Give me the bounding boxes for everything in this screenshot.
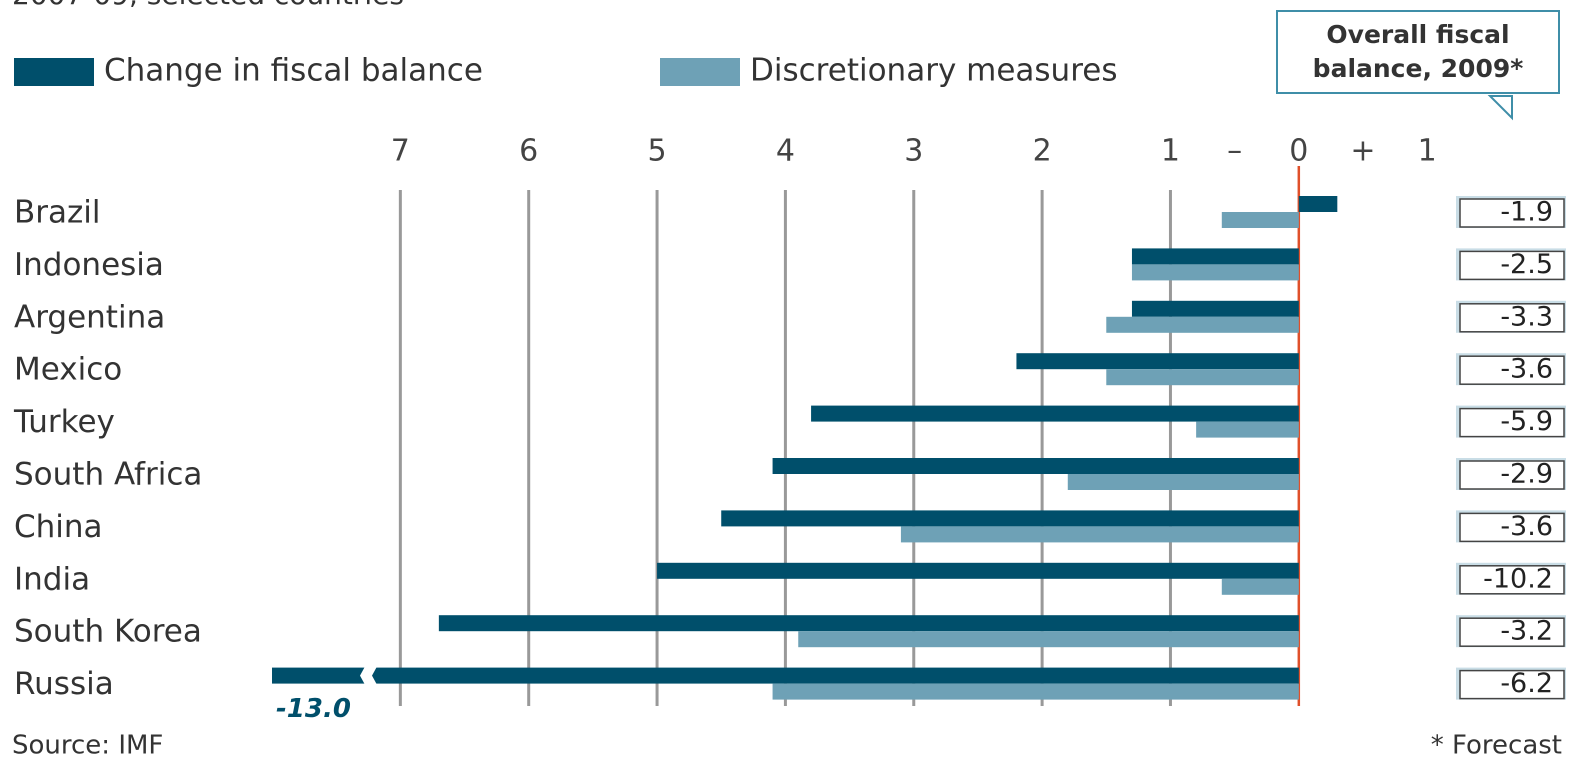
category-label: Turkey bbox=[13, 404, 115, 440]
balance-box bbox=[1459, 198, 1565, 228]
balance-box bbox=[1459, 250, 1565, 281]
balance-value: -3.3 bbox=[1500, 301, 1553, 332]
bar bbox=[1196, 421, 1299, 438]
subtitle: 2007-09, selected countries bbox=[12, 0, 404, 11]
category-label: Brazil bbox=[14, 195, 101, 231]
balance-value: -2.5 bbox=[1500, 249, 1553, 280]
bar bbox=[1106, 316, 1299, 333]
x-tick-label: 4 bbox=[776, 134, 795, 169]
category-label: China bbox=[14, 509, 103, 545]
bar bbox=[438, 615, 1299, 632]
sign-label: – bbox=[1227, 134, 1242, 169]
balance-value: -2.9 bbox=[1500, 459, 1553, 490]
bar bbox=[772, 683, 1299, 700]
sign-label: + bbox=[1350, 134, 1375, 169]
balance-box bbox=[1459, 407, 1565, 438]
bar bbox=[272, 667, 1299, 684]
legend-label: Discretionary measures bbox=[750, 53, 1118, 89]
footnote: * Forecast bbox=[1431, 731, 1562, 761]
callout: Overall fiscal balance, 2009* bbox=[1276, 10, 1560, 94]
balance-box bbox=[1459, 460, 1565, 490]
balance-value: -3.6 bbox=[1500, 511, 1553, 542]
bar bbox=[721, 510, 1299, 527]
bar bbox=[1131, 300, 1299, 317]
category-label: Argentina bbox=[14, 299, 165, 335]
bar bbox=[798, 631, 1299, 648]
bar bbox=[900, 526, 1299, 543]
x-tick-label: 0 bbox=[1289, 134, 1308, 169]
bar bbox=[811, 405, 1299, 422]
category-label: South Africa bbox=[14, 457, 202, 493]
bar bbox=[1131, 264, 1299, 281]
bar bbox=[657, 562, 1299, 579]
x-tick-label: 1 bbox=[1161, 134, 1180, 169]
balance-value: -3.2 bbox=[1500, 616, 1553, 647]
balance-box bbox=[1459, 512, 1565, 543]
balance-value: -3.6 bbox=[1500, 354, 1553, 385]
balance-box bbox=[1459, 355, 1565, 385]
x-tick-label: 6 bbox=[519, 134, 538, 169]
legend-swatch bbox=[660, 58, 740, 86]
bar bbox=[1131, 248, 1299, 265]
balance-value: -5.9 bbox=[1500, 406, 1553, 437]
x-tick-label: 3 bbox=[904, 134, 923, 169]
x-tick-label: 2 bbox=[1033, 134, 1052, 169]
legend-swatch bbox=[14, 58, 94, 86]
bar bbox=[1221, 578, 1299, 595]
balance-value: -10.2 bbox=[1483, 563, 1553, 594]
axis-break bbox=[360, 664, 378, 687]
category-label: Indonesia bbox=[14, 247, 164, 283]
balance-value: -1.9 bbox=[1500, 197, 1553, 228]
category-label: South Korea bbox=[14, 614, 202, 650]
source: Source: IMF bbox=[12, 731, 163, 761]
balance-box bbox=[1459, 303, 1565, 333]
x-tick-label: 1 bbox=[1418, 134, 1437, 169]
bars bbox=[272, 196, 1338, 700]
bar bbox=[1016, 353, 1299, 370]
bar bbox=[772, 458, 1299, 474]
bar bbox=[1067, 474, 1299, 490]
legend-label: Change in fiscal balance bbox=[104, 53, 483, 89]
balance-box bbox=[1459, 565, 1565, 595]
x-tick-label: 5 bbox=[648, 134, 667, 169]
balance-value: -6.2 bbox=[1500, 668, 1553, 699]
category-label: India bbox=[14, 561, 90, 597]
balance-box bbox=[1459, 617, 1565, 647]
balance-box bbox=[1459, 669, 1565, 700]
x-tick-label: 7 bbox=[391, 134, 410, 169]
category-label: Mexico bbox=[14, 352, 122, 388]
category-label: Russia bbox=[14, 666, 114, 702]
bar bbox=[1106, 369, 1299, 386]
bar bbox=[1221, 212, 1299, 228]
callout-pointer bbox=[1487, 95, 1513, 121]
value-label: -13.0 bbox=[276, 694, 351, 724]
bar bbox=[1298, 196, 1338, 212]
